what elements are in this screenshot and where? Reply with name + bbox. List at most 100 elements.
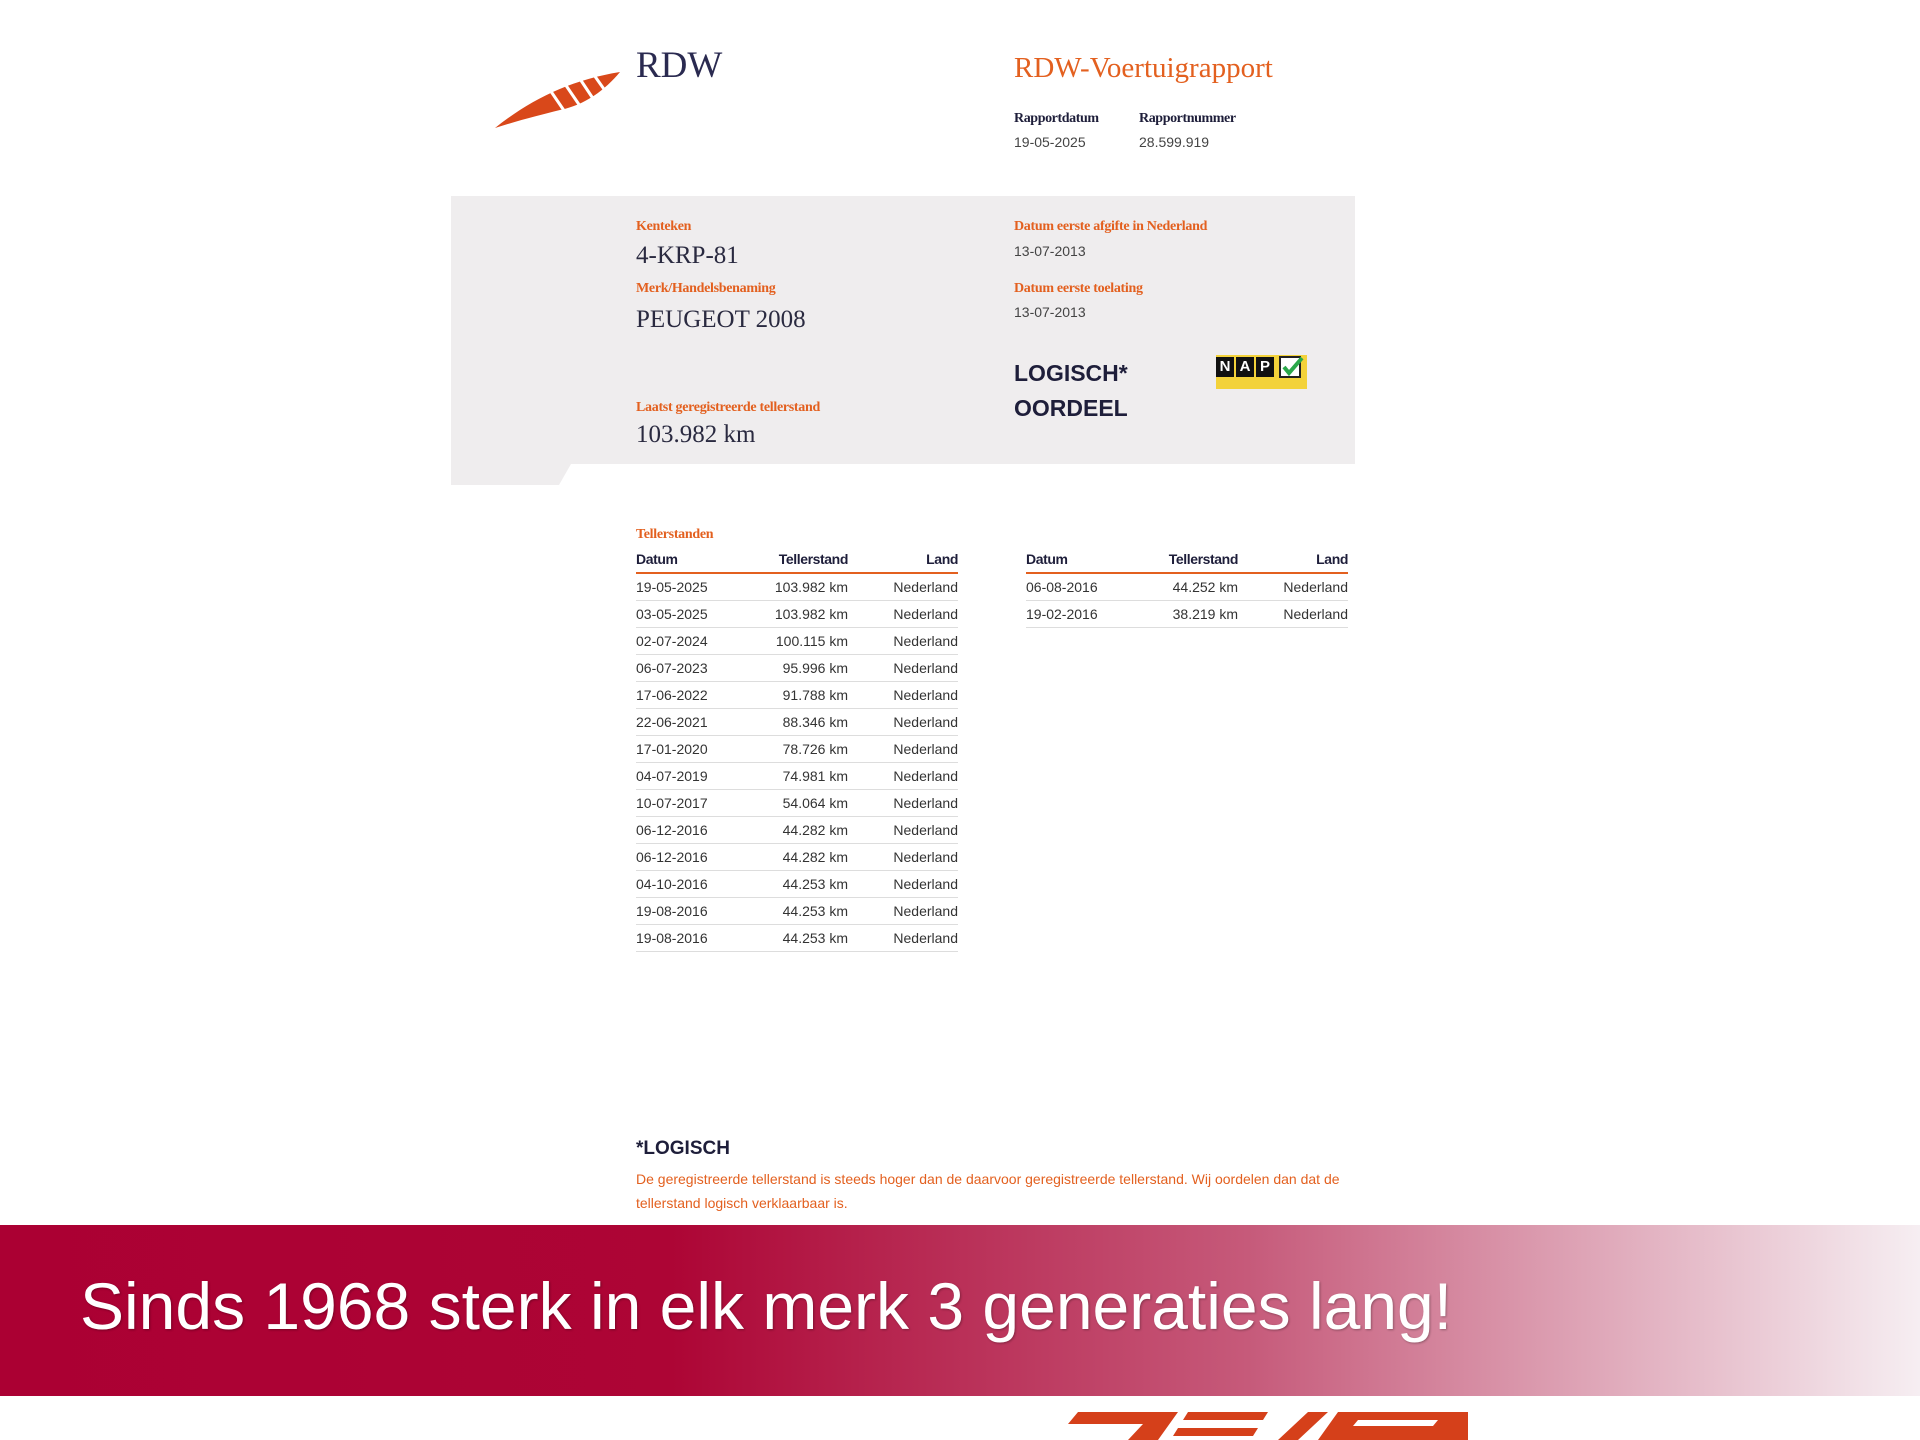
column-header: Land [1238,548,1348,574]
table-cell: 22-06-2021 [636,708,756,736]
table-row: 06-12-2016 44.282 km Nederland [636,843,958,871]
table-cell: 06-12-2016 [636,816,756,844]
table-cell: 44.282 km [756,816,848,844]
table-row: 03-05-2025 103.982 km Nederland [636,600,958,628]
footnote-text: De geregistreerde tellerstand is steeds … [636,1171,1340,1211]
meta-value: 19-05-2025 [1014,134,1086,150]
table-cell: Nederland [848,789,958,817]
table-cell: 06-12-2016 [636,843,756,871]
table-cell: 44.253 km [756,870,848,898]
table-cell: Nederland [848,762,958,790]
section-title: Tellerstanden [636,527,714,542]
table-cell: 19-02-2016 [1026,600,1146,628]
nap-letter: A [1236,357,1254,377]
table-cell: 19-08-2016 [636,924,756,952]
table-cell: Nederland [848,627,958,655]
table-row: 10-07-2017 54.064 km Nederland [636,789,958,817]
table-cell: 38.219 km [1146,600,1238,628]
table-cell: 17-06-2022 [636,681,756,709]
banner-text: Sinds 1968 sterk in elk merk 3 generatie… [80,1269,1453,1343]
table-cell: Nederland [848,735,958,763]
nap-check [1279,356,1304,378]
banner [0,1225,1920,1396]
table-row: 06-08-2016 44.252 km Nederland [1026,573,1348,601]
table-cell: Nederland [848,654,958,682]
field-value: 13-07-2013 [1014,304,1086,320]
table-cell: Nederland [848,681,958,709]
table-cell: 19-05-2025 [636,573,756,601]
table-cell: 91.788 km [756,681,848,709]
odometer-table: Datum Tellerstand Land 06-08-2016 44.252 km N… [1026,548,1348,628]
table-cell: 06-07-2023 [636,654,756,682]
field-value: 103.982 km [636,421,756,448]
table-row: 19-08-2016 44.253 km Nederland [636,897,958,925]
table-cell: 03-05-2025 [636,600,756,628]
table-cell: 19-08-2016 [636,897,756,925]
table-cell: 88.346 km [756,708,848,736]
field-value: PEUGEOT 2008 [636,306,806,333]
table-row: 17-06-2022 91.788 km Nederland [636,681,958,709]
table-cell: Nederland [848,843,958,871]
column-header: Datum [636,548,756,574]
table-cell: Nederland [1238,600,1348,628]
table-cell: 54.064 km [756,789,848,817]
table-row: 19-02-2016 38.219 km Nederland [1026,600,1348,628]
nap-letter: N [1216,357,1234,377]
table-row: 06-07-2023 95.996 km Nederland [636,654,958,682]
table-cell: 06-08-2016 [1026,573,1146,601]
table-cell: Nederland [848,897,958,925]
header-row: Datum Tellerstand Land [1026,548,1348,574]
table-cell: 17-01-2020 [636,735,756,763]
table-cell: 04-07-2019 [636,762,756,790]
table-cell: Nederland [1238,573,1348,601]
table-cell: 103.982 km [756,573,848,601]
table-cell: 74.981 km [756,762,848,790]
table-cell: 95.996 km [756,654,848,682]
table-cell: Nederland [848,870,958,898]
dealer-logo [1068,1412,1468,1440]
meta-value: 28.599.919 [1139,134,1210,150]
header-row: Datum Tellerstand Land [636,548,958,574]
report-title: RDW-Voertuigrapport [1014,52,1273,84]
field-label: Merk/Handelsbenaming [636,281,776,296]
table-cell: 02-07-2024 [636,627,756,655]
table-row: 19-05-2025 103.982 km Nederland [636,573,958,601]
verdict-label: OORDEEL [1014,395,1128,421]
footnote-title: *LOGISCH [636,1138,730,1159]
table-row: 19-08-2016 44.253 km Nederland [636,924,958,952]
field-value: 4-KRP-81 [636,242,739,269]
column-header: Tellerstand [756,548,848,574]
table-cell: Nederland [848,573,958,601]
field-value: 13-07-2013 [1014,243,1086,259]
logo-text: RDW [636,45,723,86]
table-cell: 04-10-2016 [636,870,756,898]
table-cell: 44.252 km [1146,573,1238,601]
table-cell: 103.982 km [756,600,848,628]
table-row: 17-01-2020 78.726 km Nederland [636,735,958,763]
table-cell: 44.253 km [756,897,848,925]
field-label: Laatst geregistreerde tellerstand [636,400,820,415]
table-row: 04-07-2019 74.981 km Nederland [636,762,958,790]
table-cell: 44.253 km [756,924,848,952]
table-row: 22-06-2021 88.346 km Nederland [636,708,958,736]
field-label: Datum eerste afgifte in Nederland [1014,219,1208,234]
table-cell: 44.282 km [756,843,848,871]
meta-label: Rapportdatum [1014,111,1099,126]
table-cell: 10-07-2017 [636,789,756,817]
rdw-feather [495,72,620,128]
verdict: LOGISCH* [1014,360,1128,386]
field-label: Datum eerste toelating [1014,281,1143,296]
table-row: 06-12-2016 44.282 km Nederland [636,816,958,844]
column-header: Land [848,548,958,574]
field-label: Kenteken [636,219,692,234]
table-cell: 78.726 km [756,735,848,763]
table-cell: Nederland [848,816,958,844]
table-row: 04-10-2016 44.253 km Nederland [636,870,958,898]
table-cell: Nederland [848,600,958,628]
column-header: Tellerstand [1146,548,1238,574]
table-cell: Nederland [848,708,958,736]
table-cell: 100.115 km [756,627,848,655]
